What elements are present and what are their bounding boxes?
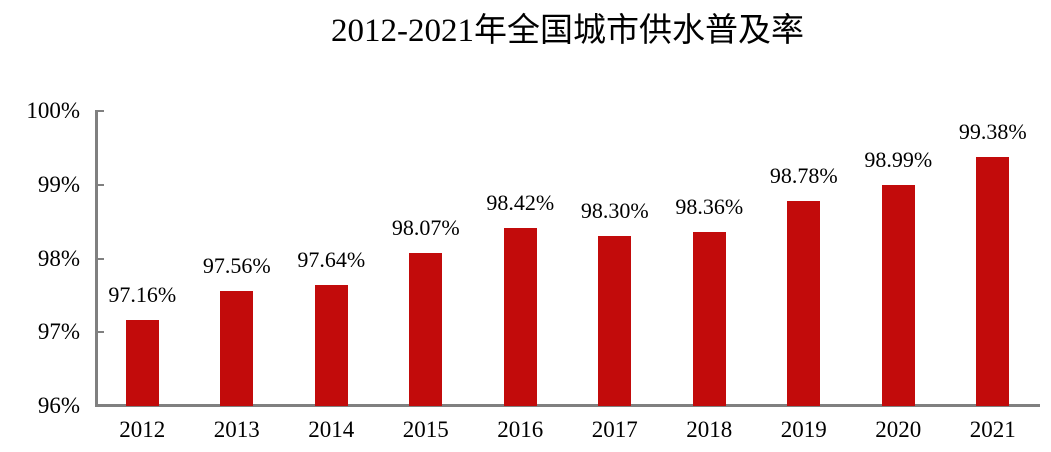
x-axis-label-2018: 2018 [686, 417, 733, 442]
data-label-2018: 98.36% [675, 193, 744, 219]
data-label-2021: 99.38% [958, 118, 1027, 144]
y-axis-tick-label: 100% [26, 98, 80, 123]
y-axis-tick-label: 96% [37, 393, 80, 418]
data-label-2017: 98.30% [580, 198, 649, 224]
x-axis-label-2017: 2017 [591, 417, 638, 442]
bar-2015 [409, 253, 443, 406]
y-axis-tick [95, 331, 104, 334]
bar-2014 [314, 285, 348, 406]
x-axis-label-2015: 2015 [402, 417, 449, 442]
data-label-2015: 98.07% [391, 215, 460, 241]
x-axis-label-2020: 2020 [875, 417, 922, 442]
x-axis-label-2021: 2021 [969, 417, 1016, 442]
y-axis-tick [95, 257, 104, 260]
x-axis-label-2012: 2012 [119, 417, 166, 442]
y-axis-tick-label: 98% [37, 245, 80, 271]
data-label-2014: 97.64% [297, 247, 366, 273]
x-axis-label-2016: 2016 [497, 417, 544, 442]
x-axis-label-2019: 2019 [780, 417, 827, 442]
y-axis-tick [95, 110, 104, 112]
x-axis-line [95, 404, 1040, 407]
bar-2019 [787, 200, 821, 406]
x-axis-label-2013: 2013 [213, 417, 260, 442]
data-label-2013: 97.56% [202, 252, 271, 278]
x-axis-label-2014: 2014 [308, 417, 355, 442]
bar-2017 [598, 236, 632, 406]
y-axis-tick-label: 97% [37, 319, 80, 345]
chart-title: 2012-2021年全国城市供水普及率 [331, 13, 804, 49]
bar-2016 [503, 227, 537, 406]
y-axis-tick [95, 183, 104, 186]
bar-2013 [220, 290, 254, 406]
data-label-2019: 98.78% [769, 162, 838, 188]
y-axis-tick-label: 99% [37, 171, 80, 197]
data-label-2020: 98.99% [864, 147, 933, 173]
bar-2012 [125, 320, 159, 406]
data-label-2012: 97.16% [108, 282, 177, 308]
data-label-2016: 98.42% [486, 189, 555, 215]
bar-2021 [976, 156, 1010, 406]
bar-2018 [692, 231, 726, 406]
bar-2020 [881, 185, 915, 406]
